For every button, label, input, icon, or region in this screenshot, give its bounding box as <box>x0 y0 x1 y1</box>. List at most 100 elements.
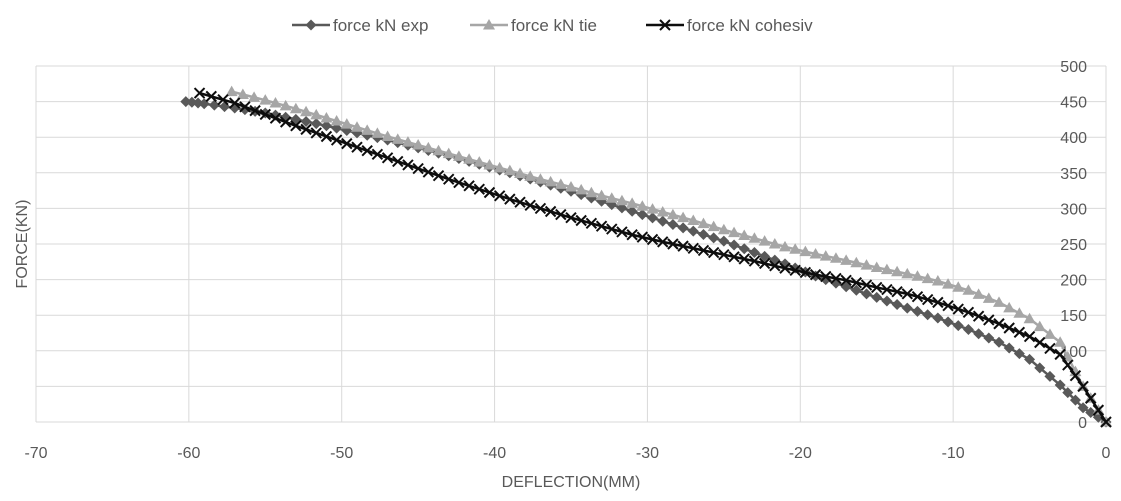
data-point <box>677 222 689 234</box>
data-point <box>881 295 893 307</box>
data-point <box>217 93 229 106</box>
y-tick-label: 200 <box>1060 273 1087 290</box>
data-point-stroke <box>820 270 832 283</box>
x-axis-ticks: -70 -60 -50 -40 -30 -20 -10 0 <box>24 445 1110 462</box>
data-point-stroke <box>769 260 781 272</box>
data-point <box>697 229 709 241</box>
data-point <box>289 102 302 114</box>
data-point <box>269 97 282 108</box>
data-point-stroke <box>718 248 730 261</box>
series <box>225 85 1112 427</box>
data-point-stroke <box>667 238 679 250</box>
data-point-stroke <box>1085 392 1097 404</box>
legend-label: force kN tie <box>511 16 597 35</box>
data-point <box>279 99 292 111</box>
data-point <box>707 246 720 259</box>
data-point-stroke <box>779 262 791 274</box>
data-point <box>983 332 995 344</box>
data-point-stroke <box>310 127 322 139</box>
data-point <box>1085 407 1097 419</box>
data-point-stroke <box>453 176 465 189</box>
data-point-stroke <box>595 220 608 232</box>
data-point <box>983 314 995 326</box>
data-point <box>901 267 914 279</box>
data-point <box>279 116 292 128</box>
data-point <box>972 310 985 322</box>
data-point <box>1013 307 1026 318</box>
data-point <box>952 303 964 315</box>
data-point <box>443 173 455 185</box>
data-point <box>595 220 608 232</box>
data-point-stroke <box>1054 348 1066 361</box>
data-point <box>341 137 353 150</box>
data-point <box>758 257 771 270</box>
data-point <box>657 236 669 248</box>
data-point <box>799 266 812 279</box>
x-tick-label: -50 <box>330 445 353 462</box>
data-point-stroke <box>932 296 944 309</box>
data-point-stroke <box>412 162 424 175</box>
data-point <box>850 256 863 268</box>
data-point-stroke <box>371 148 384 160</box>
data-point-stroke <box>881 283 893 296</box>
data-point-stroke <box>850 276 863 289</box>
data-point <box>320 111 333 123</box>
data-point <box>626 197 639 208</box>
data-point-stroke <box>871 281 883 294</box>
data-point <box>1062 387 1074 399</box>
data-point <box>667 238 679 250</box>
data-point <box>351 141 363 153</box>
data-point-stroke <box>657 236 669 248</box>
data-point <box>891 299 903 311</box>
data-point-stroke <box>330 134 343 146</box>
data-point <box>1062 359 1074 371</box>
data-point <box>891 285 903 298</box>
data-point <box>616 226 628 238</box>
data-point-stroke <box>1044 342 1056 355</box>
data-point-stroke <box>1100 416 1112 428</box>
data-point-stroke <box>402 159 414 171</box>
data-point-stroke <box>463 180 475 192</box>
data-point <box>901 288 913 300</box>
data-point-stroke <box>504 193 516 205</box>
data-point <box>1069 370 1082 382</box>
data-point <box>544 205 557 218</box>
data-point-stroke <box>193 87 206 99</box>
data-point <box>789 264 801 277</box>
data-point <box>473 156 486 167</box>
data-point <box>442 147 455 159</box>
data-point <box>473 183 485 195</box>
data-point <box>952 281 965 292</box>
data-point <box>768 238 781 249</box>
data-point-stroke <box>1092 404 1105 416</box>
data-point-stroke <box>229 97 241 109</box>
data-point <box>320 120 332 132</box>
data-point <box>1044 342 1056 355</box>
data-point <box>840 274 852 287</box>
data-point <box>208 99 220 111</box>
data-point <box>269 112 282 124</box>
data-point-stroke <box>341 137 353 150</box>
data-point <box>300 116 312 128</box>
data-point <box>993 296 1005 307</box>
data-point <box>463 153 476 164</box>
data-point <box>972 288 985 299</box>
data-point <box>932 312 944 324</box>
data-point <box>962 306 975 319</box>
data-point-stroke <box>840 274 852 287</box>
legend: force kN exp force kN tie force kN cohesiv <box>292 16 813 35</box>
data-point <box>921 272 934 284</box>
x-tick-label: -40 <box>483 445 506 462</box>
data-point-stroke <box>983 314 995 326</box>
data-point <box>636 200 649 211</box>
data-point-stroke <box>738 253 750 265</box>
data-point <box>1003 342 1015 354</box>
data-point <box>687 242 699 254</box>
data-point <box>361 145 373 157</box>
data-point <box>463 180 475 192</box>
data-point-stroke <box>259 108 271 121</box>
data-point <box>401 136 414 147</box>
data-point-stroke <box>269 112 282 124</box>
